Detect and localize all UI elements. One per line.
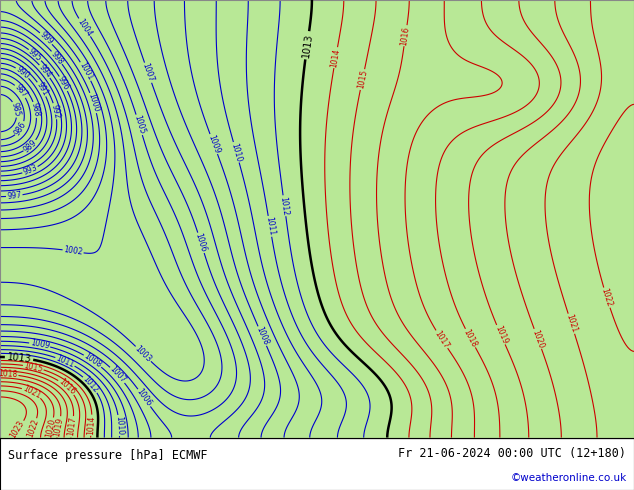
Text: 1020: 1020: [530, 328, 545, 349]
Text: 997: 997: [6, 191, 22, 201]
Text: 994: 994: [37, 63, 53, 80]
Text: 1016: 1016: [56, 377, 77, 397]
Text: 1016: 1016: [399, 25, 411, 46]
Text: 998: 998: [49, 49, 65, 66]
Text: 1021: 1021: [564, 313, 579, 334]
Text: 1007: 1007: [108, 365, 127, 385]
Text: 1018: 1018: [462, 328, 479, 349]
Text: 993: 993: [22, 163, 39, 177]
Text: 1021: 1021: [21, 384, 42, 401]
Text: 999: 999: [37, 30, 55, 47]
Text: 1001: 1001: [77, 61, 94, 82]
Text: Surface pressure [hPa] ECMWF: Surface pressure [hPa] ECMWF: [8, 449, 207, 463]
Text: ©weatheronline.co.uk: ©weatheronline.co.uk: [510, 473, 626, 484]
Text: 1018: 1018: [0, 369, 18, 380]
Text: 1008: 1008: [254, 325, 270, 347]
Text: 1005: 1005: [132, 114, 146, 135]
Text: 1014: 1014: [330, 48, 342, 68]
Text: 1010: 1010: [230, 142, 243, 163]
Text: 1014: 1014: [86, 416, 96, 435]
Text: 995: 995: [27, 47, 44, 63]
Text: 1009: 1009: [206, 133, 221, 155]
Text: 1009: 1009: [29, 339, 50, 351]
Text: 1008: 1008: [82, 352, 103, 370]
Text: 989: 989: [22, 138, 39, 154]
Text: 1017: 1017: [432, 329, 451, 350]
Text: 987: 987: [13, 83, 29, 99]
Text: 1023: 1023: [9, 419, 27, 440]
Text: 996: 996: [56, 75, 71, 92]
Text: Fr 21-06-2024 00:00 UTC (12+180): Fr 21-06-2024 00:00 UTC (12+180): [398, 447, 626, 460]
Text: 1022: 1022: [600, 287, 614, 308]
Text: 1017: 1017: [67, 416, 78, 437]
Text: 1012: 1012: [81, 374, 100, 394]
Text: 1019: 1019: [53, 416, 65, 437]
Text: 1010: 1010: [114, 416, 124, 436]
Text: 992: 992: [49, 103, 61, 119]
Text: 1013: 1013: [6, 352, 32, 364]
Text: 1011: 1011: [264, 216, 276, 237]
Text: 1019: 1019: [493, 324, 509, 345]
Text: 1011: 1011: [55, 353, 75, 369]
Text: 1007: 1007: [141, 62, 155, 83]
Text: 1003: 1003: [133, 344, 153, 364]
Text: 990: 990: [14, 65, 31, 81]
Text: 1012: 1012: [279, 196, 290, 216]
Text: 1013: 1013: [301, 32, 314, 58]
Text: 988: 988: [30, 102, 41, 118]
Text: 1006: 1006: [135, 387, 153, 408]
Text: 1006: 1006: [194, 232, 208, 253]
Text: 986: 986: [13, 120, 29, 137]
Text: 985: 985: [10, 101, 22, 118]
Text: 991: 991: [34, 81, 49, 98]
Text: 1020: 1020: [44, 417, 57, 438]
Text: 1015: 1015: [23, 361, 44, 374]
Text: 1022: 1022: [25, 417, 40, 439]
Text: 1002: 1002: [63, 245, 83, 257]
Text: 1004: 1004: [75, 17, 94, 38]
Text: 1000: 1000: [86, 92, 101, 114]
Text: 1015: 1015: [356, 69, 369, 90]
